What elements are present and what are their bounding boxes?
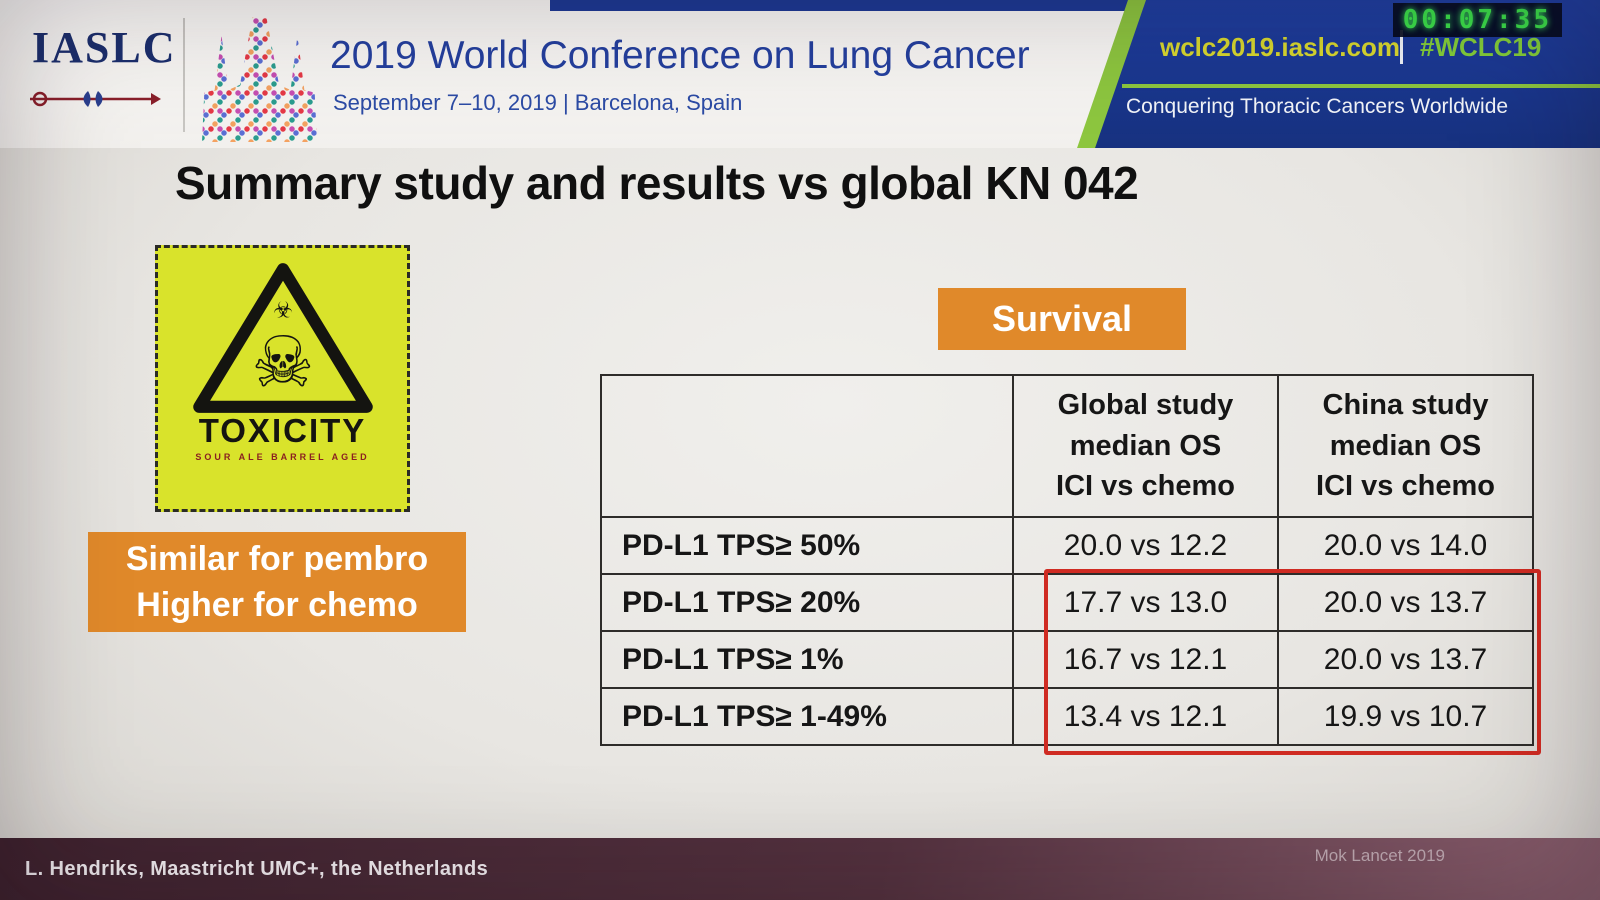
toxicity-card: ☣ ☠ TOXICITY SOUR ALE BARREL AGED [155, 245, 410, 512]
table-row: PD-L1 TPS≥ 1-49% 13.4 vs 12.1 19.9 vs 10… [600, 687, 1534, 746]
table-header-china-study: China study median OS ICI vs chemo [1277, 374, 1534, 518]
table-row: PD-L1 TPS≥ 20% 17.7 vs 13.0 20.0 vs 13.7 [600, 573, 1534, 632]
skull-icon: ☠ [251, 322, 314, 401]
sagrada-familia-logo [202, 17, 317, 142]
header-bar: IASLC 2019 World Conference on Lung Canc… [0, 0, 1600, 148]
biohazard-icon: ☣ [272, 298, 292, 323]
table-corner-cell [600, 374, 1014, 518]
row-label-cell: PD-L1 TPS≥ 1-49% [600, 687, 1014, 746]
highlight-box [1044, 569, 1541, 755]
row-label-cell: PD-L1 TPS≥ 20% [600, 573, 1014, 632]
table-header-row: Global study median OS ICI vs chemo Chin… [600, 374, 1534, 518]
table-header-global-study: Global study median OS ICI vs chemo [1012, 374, 1279, 518]
toxicity-subtitle: SOUR ALE BARREL AGED [195, 452, 370, 462]
china-value-cell: 20.0 vs 13.7 [1277, 573, 1534, 632]
warning-triangle-icon: ☣ ☠ [192, 263, 373, 413]
callout-box: Similar for pembro Higher for chemo [88, 532, 466, 632]
conference-tagline: Conquering Thoracic Cancers Worldwide [1126, 95, 1509, 118]
iaslc-emblem-icon [28, 86, 163, 117]
table-row: PD-L1 TPS≥ 50% 20.0 vs 12.2 20.0 vs 14.0 [600, 516, 1534, 575]
global-value-cell: 20.0 vs 12.2 [1012, 516, 1279, 575]
row-label-cell: PD-L1 TPS≥ 1% [600, 630, 1014, 689]
iaslc-logo: IASLC [32, 23, 177, 72]
header-divider [183, 18, 185, 132]
global-value-cell: 13.4 vs 12.1 [1012, 687, 1279, 746]
china-value-cell: 20.0 vs 13.7 [1277, 630, 1534, 689]
results-table: Global study median OS ICI vs chemo Chin… [600, 374, 1534, 746]
conference-website: wclc2019.iaslc.com [1160, 32, 1400, 62]
table-row: PD-L1 TPS≥ 1% 16.7 vs 12.1 20.0 vs 13.7 [600, 630, 1534, 689]
footer-bar: L. Hendriks, Maastricht UMC+, the Nether… [0, 838, 1600, 900]
slide-title: Summary study and results vs global KN 0… [175, 157, 1139, 209]
global-value-cell: 16.7 vs 12.1 [1012, 630, 1279, 689]
callout-line-1: Similar for pembro [125, 540, 429, 578]
green-separator-line [1122, 84, 1600, 88]
conference-subtitle: September 7–10, 2019 | Barcelona, Spain [333, 90, 743, 115]
footer-attribution: L. Hendriks, Maastricht UMC+, the Nether… [25, 857, 489, 880]
row-label-cell: PD-L1 TPS≥ 50% [600, 516, 1014, 575]
conference-title: 2019 World Conference on Lung Cancer [330, 34, 1030, 77]
global-value-cell: 17.7 vs 13.0 [1012, 573, 1279, 632]
session-timer: 00:07:35 [1392, 3, 1562, 37]
survival-badge: Survival [938, 288, 1186, 350]
china-value-cell: 20.0 vs 14.0 [1277, 516, 1534, 575]
callout-line-2: Higher for chemo [136, 586, 418, 624]
footer-citation: Mok Lancet 2019 [1314, 846, 1445, 865]
toxicity-title: TOXICITY [198, 412, 367, 449]
china-value-cell: 19.9 vs 10.7 [1277, 687, 1534, 746]
header-top-strip [550, 0, 1128, 11]
conference-hashtag: #WCLC19 [1420, 32, 1542, 62]
website-hashtag-divider [1400, 30, 1403, 64]
